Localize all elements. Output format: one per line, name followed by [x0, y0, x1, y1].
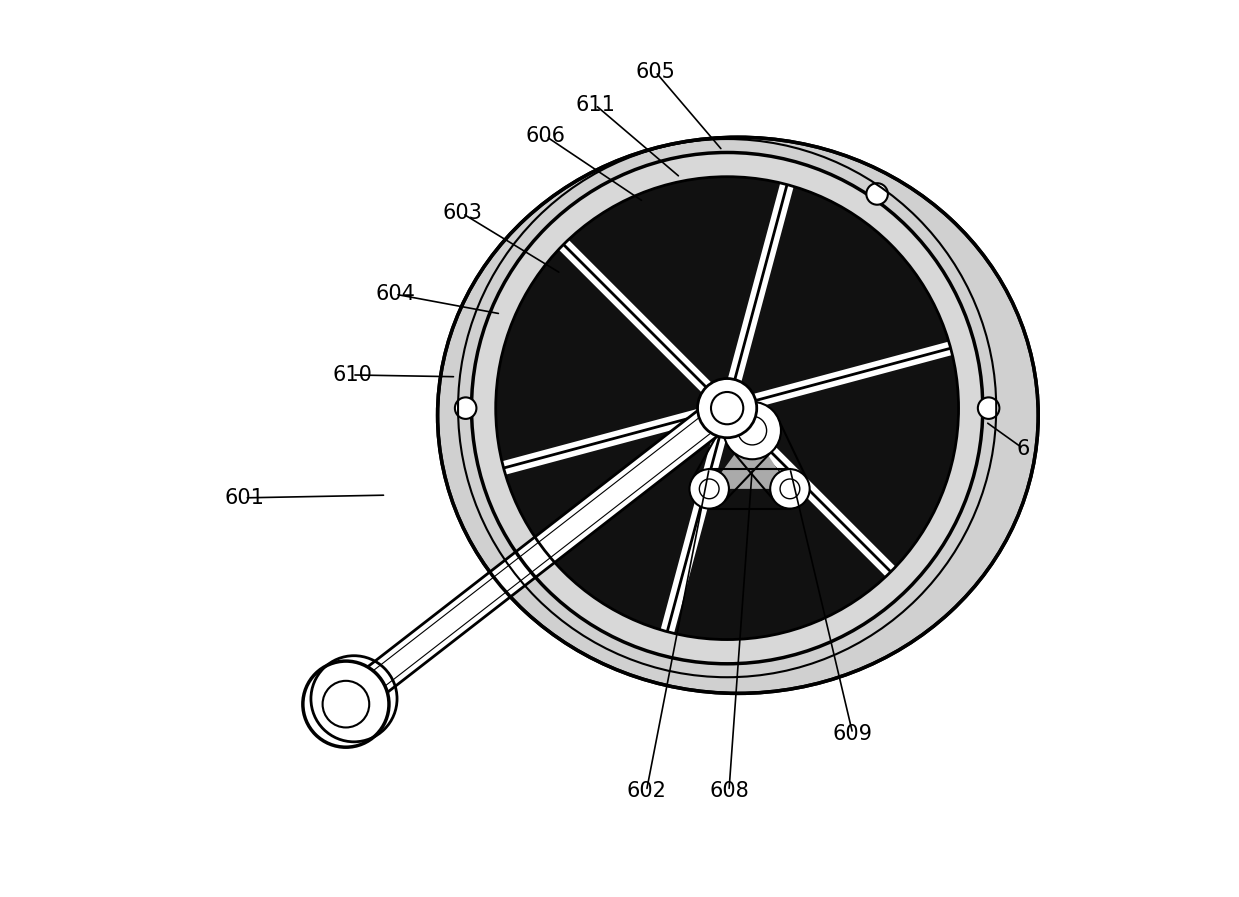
Polygon shape — [668, 429, 891, 640]
Circle shape — [322, 681, 369, 727]
Text: 610: 610 — [332, 365, 372, 385]
Text: 606: 606 — [525, 126, 566, 146]
Polygon shape — [564, 177, 787, 388]
Ellipse shape — [437, 137, 1038, 693]
Polygon shape — [748, 348, 959, 571]
Polygon shape — [503, 416, 720, 631]
Text: 605: 605 — [636, 62, 675, 82]
Circle shape — [724, 402, 781, 459]
Text: 6: 6 — [1016, 439, 1030, 458]
Text: 601: 601 — [224, 488, 264, 508]
Circle shape — [689, 469, 729, 509]
Text: 608: 608 — [709, 781, 748, 801]
Circle shape — [738, 416, 767, 445]
Polygon shape — [336, 410, 719, 717]
Polygon shape — [735, 185, 950, 400]
Circle shape — [781, 479, 800, 499]
Circle shape — [978, 397, 1000, 419]
Circle shape — [866, 183, 888, 205]
Text: 603: 603 — [442, 204, 482, 223]
Circle shape — [699, 479, 719, 499]
Circle shape — [698, 379, 757, 438]
Text: 611: 611 — [575, 95, 616, 115]
Text: 609: 609 — [833, 724, 872, 744]
Polygon shape — [709, 431, 790, 489]
Circle shape — [302, 661, 389, 747]
Polygon shape — [472, 152, 983, 664]
Circle shape — [455, 397, 477, 419]
Text: 602: 602 — [627, 781, 667, 801]
Polygon shape — [496, 245, 706, 468]
Text: 604: 604 — [375, 284, 415, 304]
Circle shape — [771, 469, 809, 509]
Circle shape — [711, 392, 743, 424]
